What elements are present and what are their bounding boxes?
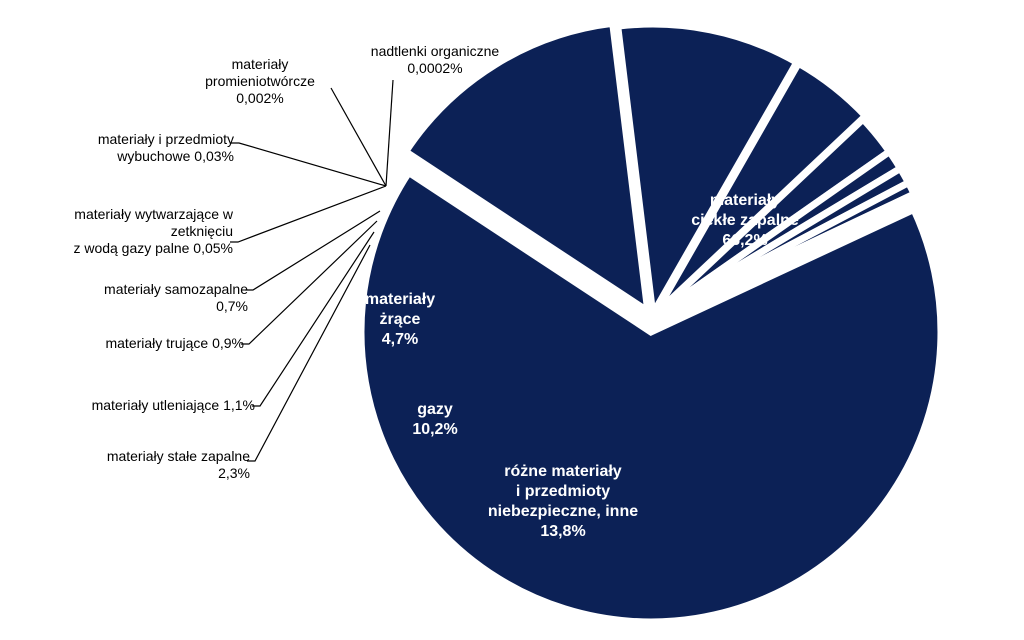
slice-label-line: materiały trujące 0,9% [105,335,244,351]
leader-line-7 [245,210,381,291]
slice-label-line: materiały [232,56,289,72]
pie-slice-11 [650,190,919,322]
pie-slice-3 [651,58,871,318]
slice-label-line: ciekłe zapalne [691,212,799,229]
slice-label-line: żrące [380,311,421,328]
slice-label-10: materiały promieniotwórcze 0,002% [205,56,315,106]
slice-label-line: materiały [365,291,435,308]
slice-label-7: materiały samozapalne 0,7% [104,281,248,314]
slice-label-11: nadtlenki organiczne 0,0002% [371,43,500,76]
slice-label-9: materiały i przedmioty wybuchowe 0,03% [98,131,234,164]
slice-label-line: i przedmioty [516,483,610,500]
slice-label-line: materiały samozapalne [104,281,248,297]
slice-label-line: gazy [417,401,453,418]
leader-line-5 [252,231,375,407]
slice-label-line: wybuchowe 0,03% [116,148,234,164]
labels-layer: materiały ciekłe zapalne 66,2% różne materi… [73,43,798,540]
slice-label-line: niebezpieczne, inne [488,503,638,520]
slice-label-8: materiały wytwarzające w zetknięciu z wodą… [73,206,233,256]
pie-slice-2 [613,20,802,325]
slice-label-line: materiały utleniające 1,1% [92,397,255,413]
slice-label-line: materiały wytwarzające w [74,206,234,222]
slice-label-1: różne materiały i przedmioty niebezpieczne… [488,463,638,540]
slice-label-line: promieniotwórcze [205,73,315,89]
slice-label-4: materiały stałe zapalne 2,3% [107,448,250,481]
slice-label-line: 4,7% [382,331,418,348]
slice-label-5: materiały utleniające 1,1% [92,397,255,413]
leaders-layer [230,79,394,462]
slice-label-line: 10,2% [412,421,457,438]
slice-label-0: materiały ciekłe zapalne 66,2% [691,192,799,249]
slice-label-2: gazy 10,2% [412,401,457,438]
leader-line-10 [330,87,387,187]
pie-slice-0 [357,167,945,626]
slice-label-6: materiały trujące 0,9% [105,335,244,351]
slice-label-line: 0,0002% [407,60,462,76]
slice-label-line: materiały [710,192,780,209]
slice-label-line: nadtlenki organiczne [371,43,500,59]
slice-label-line: materiały stałe zapalne [107,448,250,464]
slice-label-line: 13,8% [540,523,585,540]
slice-label-line: zetknięciu [171,223,233,239]
slice-label-line: 2,3% [218,465,250,481]
leader-line-11 [385,79,394,187]
leader-line-8 [230,185,387,243]
slice-label-line: materiały i przedmioty [98,131,234,147]
slices-layer [357,19,945,626]
leader-line-4 [247,244,371,462]
slice-label-line: z wodą gazy palne 0,05% [73,240,233,256]
slice-label-line: 66,2% [722,232,767,249]
slice-label-line: 0,002% [236,90,283,106]
slice-label-line: 0,7% [216,298,248,314]
slice-label-line: różne materiały [504,463,621,480]
slice-label-3: materiały żrące 4,7% [365,291,435,348]
leader-line-9 [231,142,387,187]
pie-slice-1 [400,19,653,319]
leader-line-6 [241,220,378,345]
